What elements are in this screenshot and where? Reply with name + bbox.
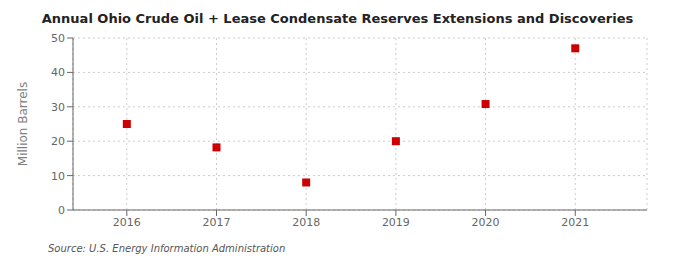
svg-text:50: 50	[51, 32, 65, 45]
svg-text:2021: 2021	[561, 216, 589, 229]
svg-text:20: 20	[51, 135, 65, 148]
svg-text:30: 30	[51, 101, 65, 114]
svg-text:2020: 2020	[472, 216, 500, 229]
html-text:Source: U.S. Energy Informatio: Source: U.S. Energy Information Administ…	[48, 243, 286, 254]
svg-text:0: 0	[58, 204, 65, 217]
svg-text:2017: 2017	[203, 216, 231, 229]
svg-text:2019: 2019	[382, 216, 410, 229]
svg-text:2018: 2018	[292, 216, 320, 229]
svg-text:2016: 2016	[113, 216, 141, 229]
html-text:Annual Ohio Crude Oil + Lease: Annual Ohio Crude Oil + Lease Condensate…	[41, 11, 634, 26]
svg-text:10: 10	[51, 170, 65, 183]
svg-text:40: 40	[51, 66, 65, 79]
svg-text:Million Barrels: Million Barrels	[16, 82, 30, 166]
